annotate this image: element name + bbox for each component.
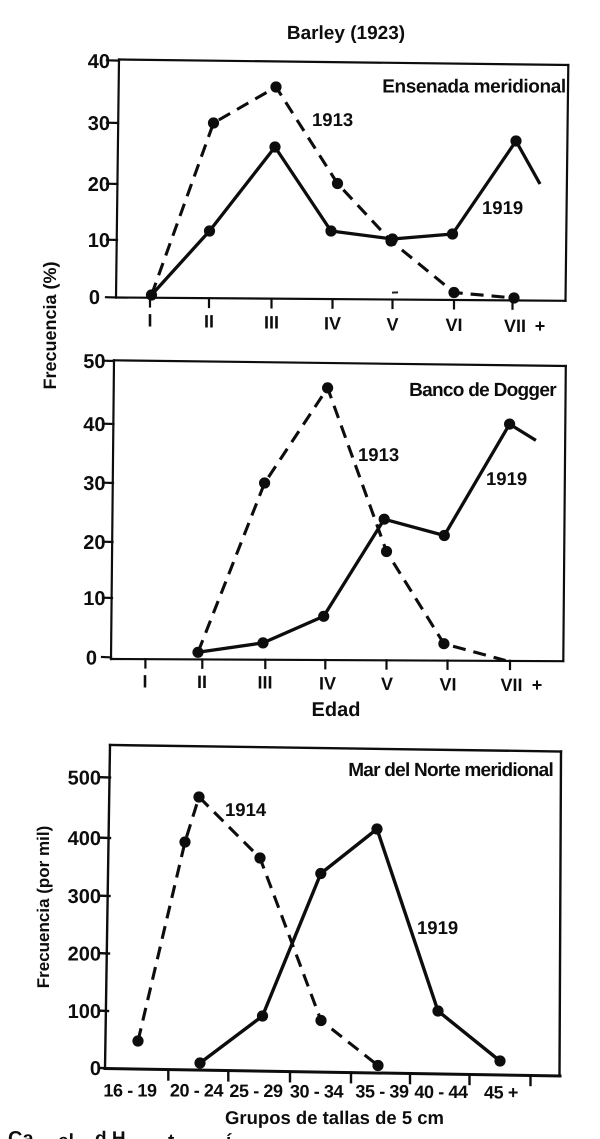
svg-text:16 - 19: 16 - 19 xyxy=(103,1080,157,1100)
svg-text:V: V xyxy=(381,674,393,694)
svg-text:40: 40 xyxy=(88,51,110,73)
svg-text:10: 10 xyxy=(83,588,105,610)
svg-text:200: 200 xyxy=(68,944,101,966)
svg-text:30 - 34: 30 - 34 xyxy=(290,1081,344,1101)
svg-text:1919: 1919 xyxy=(417,917,458,938)
svg-text:I: I xyxy=(142,672,147,692)
svg-text:VII: VII xyxy=(504,316,526,336)
svg-text:1913: 1913 xyxy=(312,109,353,130)
svg-text:20: 20 xyxy=(83,532,105,554)
svg-text:400: 400 xyxy=(68,828,101,850)
svg-text:Barley (1923): Barley (1923) xyxy=(287,23,405,44)
svg-text:35 - 39: 35 - 39 xyxy=(355,1082,409,1102)
svg-text:Frecuencia (por mil): Frecuencia (por mil) xyxy=(34,826,53,988)
svg-text:II: II xyxy=(197,672,207,692)
svg-text:Banco de Dogger: Banco de Dogger xyxy=(409,380,557,401)
svg-text:III: III xyxy=(257,672,272,692)
svg-text:d H: d H xyxy=(95,1129,126,1139)
svg-text:30: 30 xyxy=(88,113,110,135)
svg-text:45 +: 45 + xyxy=(484,1082,518,1102)
svg-text:VI: VI xyxy=(439,674,456,694)
svg-text:IV: IV xyxy=(324,314,341,334)
svg-text:t: t xyxy=(168,1131,175,1139)
svg-text:III: III xyxy=(264,313,279,333)
svg-text:0: 0 xyxy=(86,648,97,670)
svg-text:I: I xyxy=(147,311,152,331)
svg-text:30: 30 xyxy=(83,473,105,495)
svg-text:Ensenada meridional: Ensenada meridional xyxy=(382,77,566,98)
svg-text:í: í xyxy=(226,1131,232,1139)
svg-text:el: el xyxy=(58,1131,74,1139)
svg-text:1919: 1919 xyxy=(482,197,523,218)
svg-text:Frecuencia (%): Frecuencia (%) xyxy=(40,261,60,389)
svg-text:VI: VI xyxy=(445,315,462,335)
svg-text:20: 20 xyxy=(88,174,110,196)
svg-text:300: 300 xyxy=(68,886,101,908)
svg-text:V: V xyxy=(386,314,398,334)
svg-text:10: 10 xyxy=(88,230,110,252)
svg-text:Mar del Norte meridional: Mar del Norte meridional xyxy=(348,760,553,781)
svg-text:Edad: Edad xyxy=(312,699,361,721)
svg-text:II: II xyxy=(204,312,214,332)
svg-text:+: + xyxy=(532,675,543,695)
svg-text:40: 40 xyxy=(83,414,105,436)
svg-text:1914: 1914 xyxy=(225,799,267,820)
svg-text:IV: IV xyxy=(319,674,336,694)
svg-text:0: 0 xyxy=(90,1058,101,1080)
svg-text:Ca: Ca xyxy=(8,1128,34,1139)
svg-text:50: 50 xyxy=(83,351,105,373)
svg-text:Grupos de tallas de 5 cm: Grupos de tallas de 5 cm xyxy=(225,1107,444,1128)
svg-text:20 - 24: 20 - 24 xyxy=(170,1081,224,1101)
svg-text:1919: 1919 xyxy=(486,468,527,489)
svg-text:100: 100 xyxy=(68,1001,101,1023)
svg-text:VII: VII xyxy=(500,675,522,695)
svg-text:0: 0 xyxy=(89,287,100,309)
svg-text:+: + xyxy=(535,316,546,336)
svg-text:25 - 29: 25 - 29 xyxy=(229,1081,283,1101)
svg-text:1913: 1913 xyxy=(358,444,399,465)
svg-text:40 - 44: 40 - 44 xyxy=(414,1082,468,1102)
svg-text:500: 500 xyxy=(68,768,101,790)
